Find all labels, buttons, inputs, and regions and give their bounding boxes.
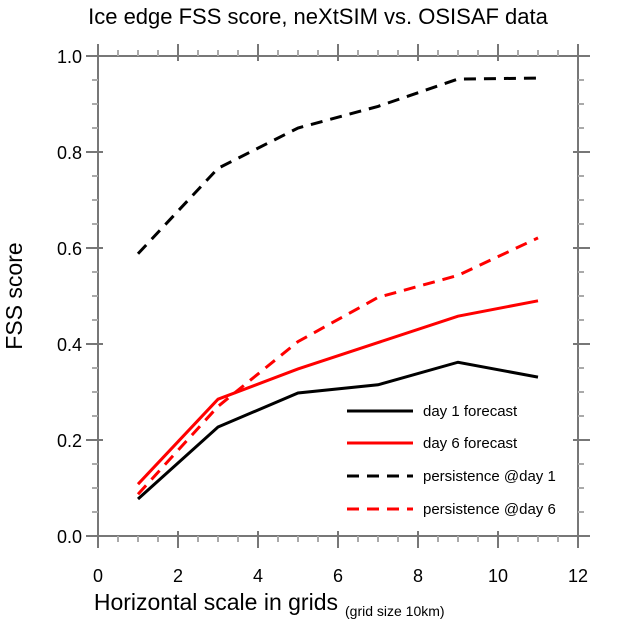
- legend-label: persistence @day 6: [423, 501, 556, 518]
- x-axis-subtitle: (grid size 10km): [345, 603, 445, 619]
- y-tick-label: 0.2: [57, 431, 82, 451]
- x-tick-labels: 0 2 4 6 8 10 12: [93, 566, 588, 586]
- y-axis-title: FSS score: [1, 242, 27, 349]
- x-tick-label: 0: [93, 566, 103, 586]
- y-tick-label: 1.0: [57, 47, 82, 67]
- y-tick-label: 0.0: [57, 527, 82, 547]
- x-tick-label: 4: [253, 566, 263, 586]
- y-tick-labels: 0.0 0.2 0.4 0.6 0.8 1.0: [57, 47, 82, 547]
- legend-label: day 6 forecast: [423, 435, 518, 452]
- plot-frame: [97, 55, 579, 537]
- y-tick-label: 0.6: [57, 239, 82, 259]
- legend: day 1 forecast day 6 forecast persistence …: [347, 403, 556, 518]
- plot-border: [97, 55, 579, 537]
- series-line-day-6-forecast: [136, 299, 539, 486]
- series-line-day-1-forecast: [136, 360, 539, 501]
- x-tick-label: 8: [413, 566, 423, 586]
- y-tick-label: 0.8: [57, 143, 82, 163]
- legend-label: persistence @day 1: [423, 468, 556, 485]
- x-tick-label: 10: [488, 566, 508, 586]
- y-tick-label: 0.4: [57, 335, 82, 355]
- x-tick-label: 2: [173, 566, 183, 586]
- x-tick-label: 6: [333, 566, 343, 586]
- series-line-persistence-day-1: [136, 76, 539, 255]
- x-axis-title: Horizontal scale in grids: [94, 589, 338, 615]
- x-tick-label: 12: [568, 566, 588, 586]
- axis-ticks: [86, 44, 590, 548]
- chart-title: Ice edge FSS score, neXtSIM vs. OSISAF d…: [88, 4, 549, 29]
- series-line-persistence-day-6: [136, 236, 539, 496]
- legend-label: day 1 forecast: [423, 403, 518, 420]
- series-lines: [136, 76, 539, 501]
